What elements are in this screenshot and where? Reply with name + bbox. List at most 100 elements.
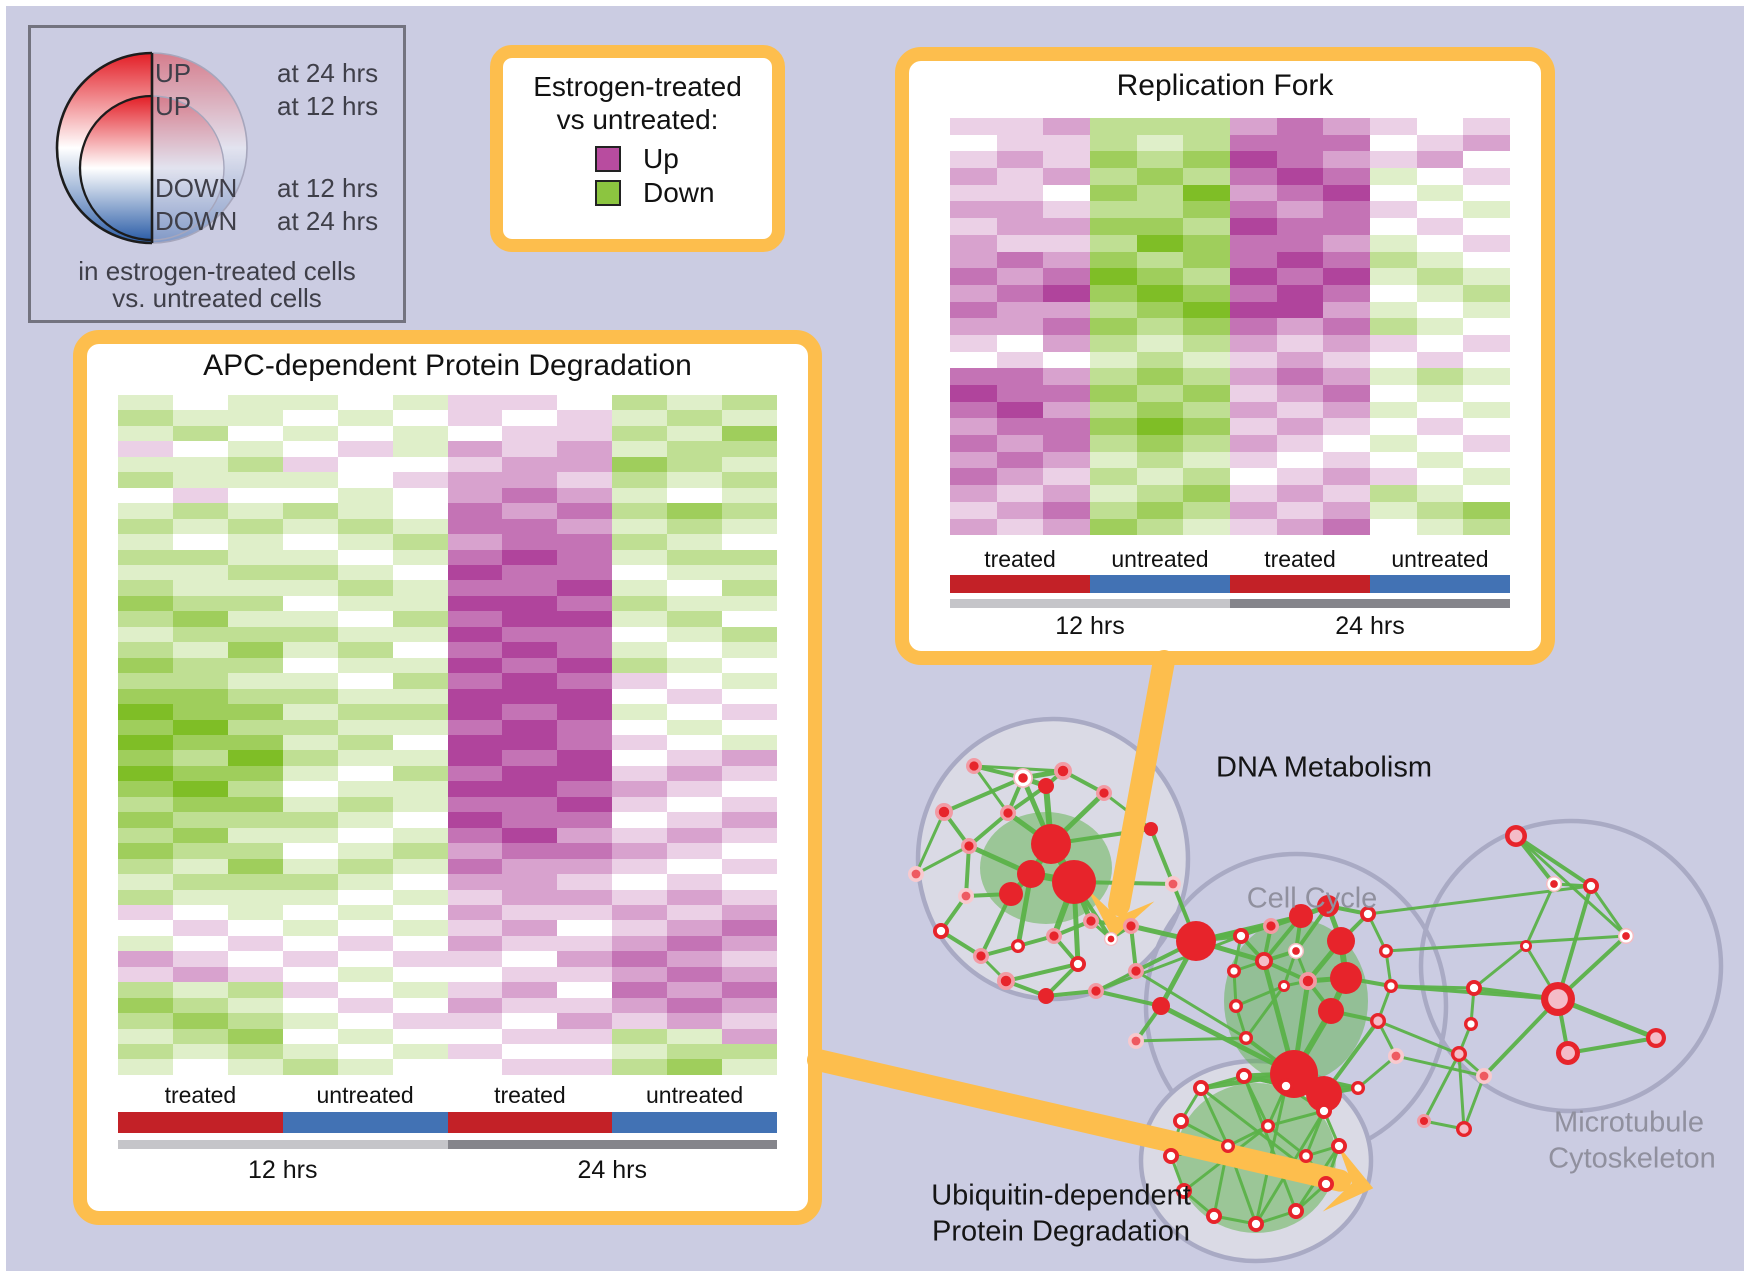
heatmap-cell [172, 425, 228, 442]
heatmap-cell [337, 920, 393, 936]
heatmap-cell [1370, 485, 1417, 502]
heatmap-cell [337, 456, 393, 473]
heatmap-cell [950, 468, 997, 486]
heatmap-cell [282, 734, 338, 751]
apc-time-bars [118, 1140, 777, 1149]
heatmap-cell [282, 719, 338, 735]
heatmap-cell [1136, 418, 1184, 436]
network-node [1509, 829, 1523, 843]
network-node [1459, 1124, 1469, 1134]
heatmap-cell [118, 904, 173, 921]
heatmap-cell [1416, 385, 1464, 402]
network-node [1289, 904, 1313, 928]
heatmap-cell [1370, 151, 1417, 169]
heatmap-cell [667, 827, 723, 844]
heatmap-cell [1463, 435, 1511, 452]
heatmap-row [950, 268, 1511, 285]
heatmap-cell [996, 151, 1044, 169]
heatmap-cell [337, 827, 393, 844]
heatmap-cell [282, 487, 338, 504]
heatmap-cell [1370, 501, 1417, 519]
heatmap-cell [1043, 284, 1091, 302]
heatmap-cell [447, 997, 503, 1014]
heatmap-cell [1183, 368, 1231, 385]
heatmap-cell [557, 425, 613, 442]
heatmap-cell [447, 395, 503, 411]
network-edge [1472, 944, 1528, 990]
heatmap-cell [557, 441, 613, 457]
heatmap-row [118, 595, 778, 612]
heatmap-row [118, 750, 778, 766]
heatmap-cell [502, 765, 558, 782]
network-node [1467, 1020, 1475, 1028]
heatmap-cell [667, 812, 723, 828]
microtubule-label-line1: Microtubule [1554, 1106, 1704, 1139]
heatmap-cell [1230, 234, 1277, 252]
heatmap-cell [337, 611, 393, 627]
ring-legend-circles [55, 51, 248, 245]
heatmap-cell [392, 549, 448, 565]
heatmap-cell [1416, 118, 1464, 135]
heatmap-cell [502, 858, 558, 875]
heatmap-cell [172, 534, 228, 550]
heatmap-cell [227, 642, 283, 658]
heatmap-cell [557, 673, 613, 689]
heatmap-cell [118, 843, 173, 859]
heatmap-cell [1323, 435, 1371, 452]
heatmap-cell [722, 564, 778, 581]
heatmap-cell [502, 719, 558, 735]
heatmap-cell [1416, 168, 1464, 185]
heatmap-row [118, 395, 778, 411]
network-edge [914, 810, 946, 876]
heatmap-cell [447, 765, 503, 782]
heatmap-cell [557, 642, 613, 658]
heatmap-cell [502, 487, 558, 504]
heatmap-cell [172, 1013, 228, 1029]
heatmap-cell [557, 1044, 613, 1060]
network-node [1251, 1219, 1261, 1229]
network-edge [1566, 1036, 1658, 1055]
heatmap-cell [612, 734, 668, 751]
heatmap-cell [722, 657, 778, 674]
heatmap-cell [950, 151, 997, 169]
heatmap-cell [612, 657, 668, 674]
network-edge [1389, 984, 1476, 990]
heatmap-cell [612, 796, 668, 813]
heatmap-cell [1230, 451, 1277, 469]
heatmap-cell [1183, 318, 1231, 335]
network-edge [964, 844, 971, 898]
heatmap-cell [502, 734, 558, 751]
heatmap-cell [282, 580, 338, 596]
group-label: treated [494, 1082, 566, 1108]
heatmap-cell [1323, 218, 1371, 235]
heatmap-cell [996, 385, 1044, 402]
heatmap-cell [227, 966, 283, 983]
heatmap-cell [392, 843, 448, 859]
updown-legend-title: Estrogen-treated vs untreated: [503, 70, 772, 136]
apc-heatmap [118, 395, 778, 1075]
network-node [1052, 860, 1096, 904]
heatmap-cell [227, 1044, 283, 1060]
heatmap-cell [172, 827, 228, 844]
heatmap-cell [118, 688, 173, 705]
heatmap-cell [1276, 134, 1324, 152]
heatmap-cell [118, 673, 173, 689]
heatmap-cell [337, 626, 393, 643]
heatmap-cell [612, 688, 668, 705]
heatmap-cell [1230, 351, 1277, 369]
heatmap-cell [282, 441, 338, 457]
heatmap-cell [1463, 218, 1511, 235]
heatmap-cell [337, 1059, 393, 1075]
heatmap-cell [722, 1013, 778, 1029]
heatmap-cell [282, 503, 338, 519]
time-color-bar [118, 1140, 448, 1149]
heatmap-row [118, 920, 778, 936]
heatmap-cell [1323, 134, 1371, 152]
heatmap-cell [722, 765, 778, 782]
heatmap-cell [172, 889, 228, 905]
network-node [1242, 1034, 1250, 1042]
heatmap-cell [282, 997, 338, 1014]
heatmap-cell [1370, 301, 1417, 319]
heatmap-cell [1370, 168, 1417, 185]
heatmap-cell [1090, 418, 1137, 436]
